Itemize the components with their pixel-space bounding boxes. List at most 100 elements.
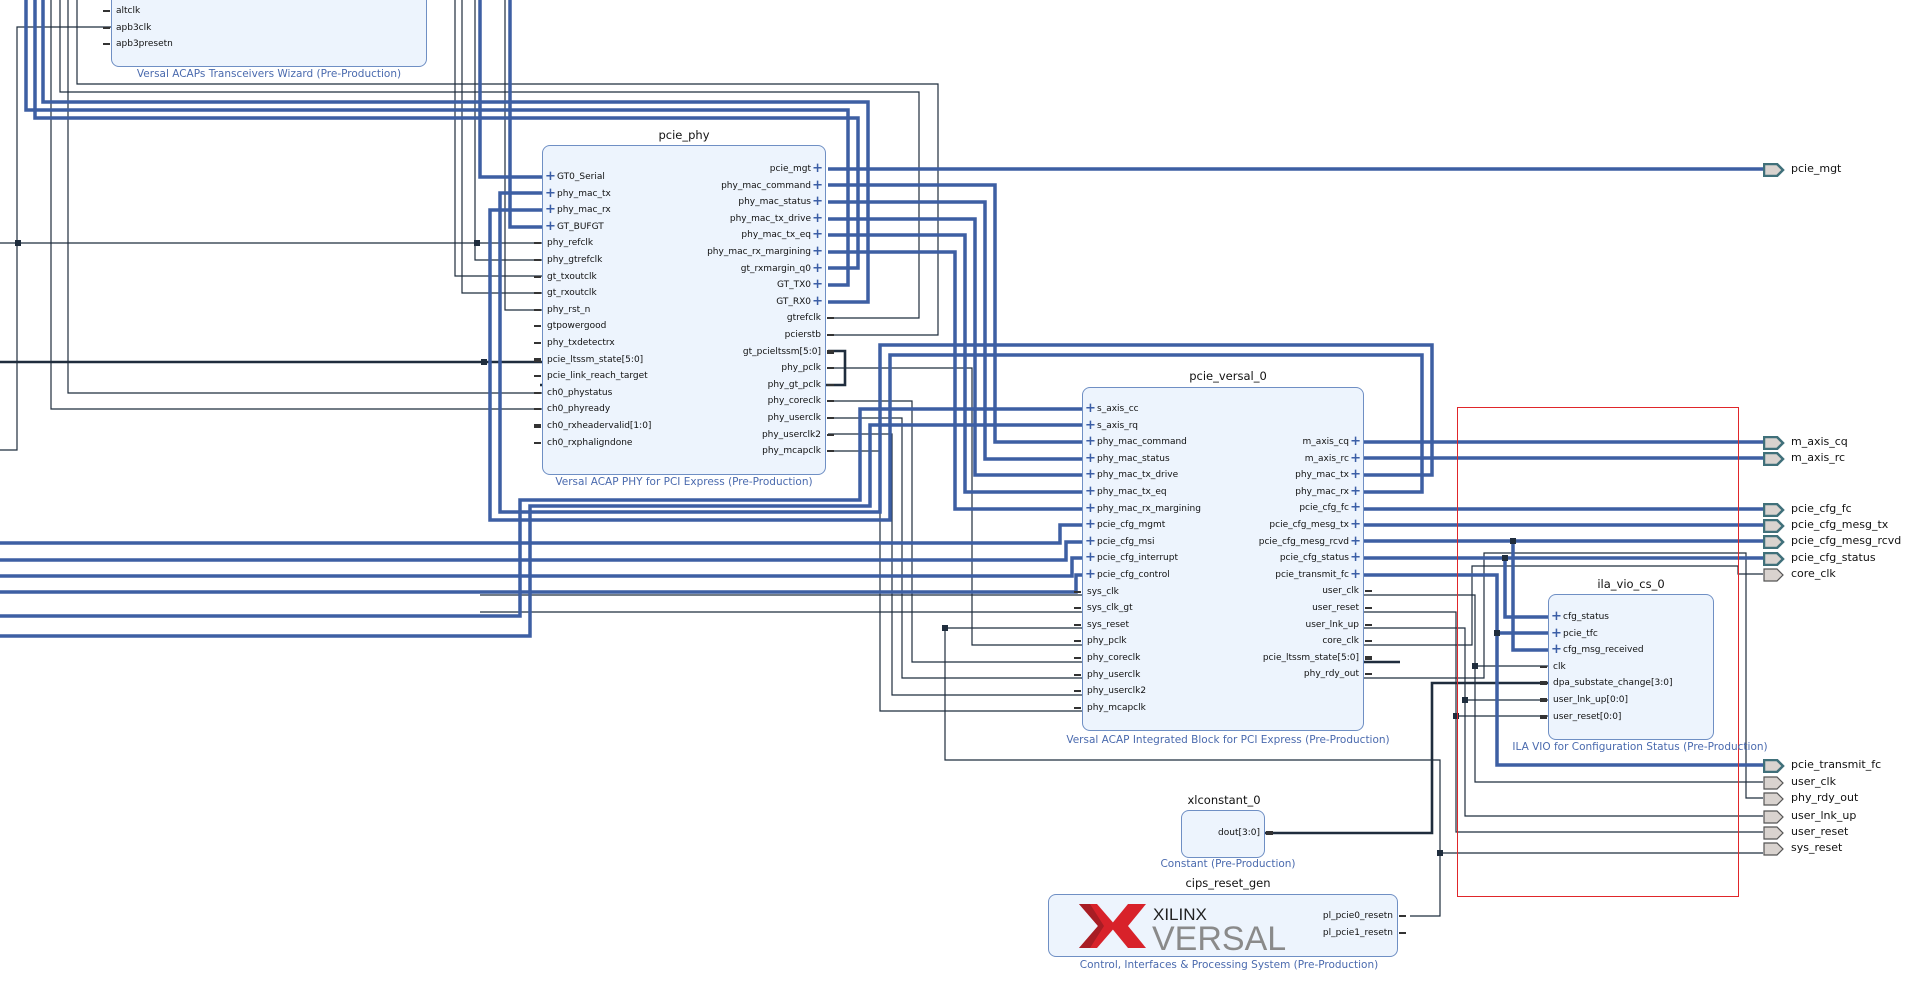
port-phy-pclk[interactable]: phy_pclk — [781, 363, 821, 374]
port-user-clk[interactable]: user_clk — [1322, 586, 1359, 597]
bus-interface-plus-icon[interactable]: + — [1085, 417, 1096, 433]
port-pcie-transmit-fc[interactable]: pcie_transmit_fc — [1275, 569, 1349, 580]
bus-wire[interactable] — [41, 0, 870, 304]
bus-interface-plus-icon[interactable]: + — [1085, 550, 1096, 566]
bus-wire[interactable] — [1511, 541, 1548, 652]
bus-wire[interactable] — [24, 0, 850, 287]
port-phy-mac-rx-margining[interactable]: phy_mac_rx_margining — [707, 247, 811, 257]
bus-interface-plus-icon[interactable]: + — [1085, 533, 1096, 549]
port-ch0-rxphaligndone[interactable]: ch0_rxphaligndone — [547, 437, 633, 448]
net-wire[interactable] — [828, 400, 1082, 663]
port-phy-mac-tx-drive[interactable]: phy_mac_tx_drive — [1097, 470, 1179, 481]
port-ch0-phystatus[interactable]: ch0_phystatus — [547, 387, 613, 398]
port-gt-pcieltssm-5-0-[interactable]: gt_pcieltssm[5:0] — [742, 346, 821, 357]
bus-wire[interactable] — [828, 217, 1082, 477]
port-ch0-phyready[interactable]: ch0_phyready — [547, 404, 611, 415]
port-pcie-cfg-control[interactable]: pcie_cfg_control — [1097, 570, 1170, 580]
port-gt-rxoutclk[interactable]: gt_rxoutclk — [547, 288, 597, 299]
bus-interface-plus-icon[interactable]: + — [545, 185, 556, 201]
net-wire[interactable] — [828, 367, 1082, 646]
external-port-phy-rdy-out[interactable] — [1763, 791, 1785, 806]
port-user-lnk-up[interactable]: user_lnk_up — [1305, 619, 1359, 630]
bus-interface-plus-icon[interactable]: + — [812, 177, 823, 193]
bus-interface-plus-icon[interactable]: + — [1551, 609, 1562, 624]
bus-wire[interactable] — [828, 233, 1082, 494]
bus-interface-plus-icon[interactable]: + — [1350, 467, 1361, 483]
bus-interface-plus-icon[interactable]: + — [812, 161, 823, 176]
net-wire[interactable] — [1364, 565, 1763, 646]
port-pcierstb[interactable]: pcierstb — [784, 330, 821, 340]
port-s-axis-rq[interactable]: s_axis_rq — [1097, 420, 1138, 431]
bus-interface-plus-icon[interactable]: + — [1085, 517, 1096, 533]
port-gtpowergood[interactable]: gtpowergood — [547, 321, 607, 332]
port-phy-mac-rx[interactable]: phy_mac_rx — [557, 205, 611, 216]
net-wire[interactable] — [1364, 552, 1763, 799]
port-pcie-link-reach-target[interactable]: pcie_link_reach_target — [547, 371, 648, 382]
port-pl-pcie1-resetn[interactable]: pl_pcie1_resetn — [1322, 927, 1393, 938]
bus-wire[interactable] — [488, 208, 1424, 522]
port-pcie-cfg-mesg-tx[interactable]: pcie_cfg_mesg_tx — [1269, 520, 1349, 530]
port-s-axis-cc[interactable]: s_axis_cc — [1097, 404, 1139, 414]
external-port-pcie-mgt[interactable] — [1762, 162, 1785, 178]
net-wire[interactable] — [461, 0, 542, 294]
net-wire[interactable] — [67, 0, 542, 394]
bus-wire[interactable] — [0, 540, 1082, 562]
net-wire[interactable] — [944, 627, 1441, 917]
bus-interface-plus-icon[interactable]: + — [812, 210, 823, 226]
block-ila-vio[interactable] — [1548, 594, 1714, 740]
port-sys-clk[interactable]: sys_clk — [1087, 586, 1119, 597]
port-gtrefclk[interactable]: gtrefclk — [786, 313, 821, 324]
bus-interface-plus-icon[interactable]: + — [1085, 500, 1096, 516]
bus-interface-plus-icon[interactable]: + — [545, 218, 556, 234]
port-ch0-rxheadervalid-1-0-[interactable]: ch0_rxheadervalid[1:0] — [547, 421, 652, 431]
bus-interface-plus-icon[interactable]: + — [1350, 500, 1361, 516]
port-sys-clk-gt[interactable]: sys_clk_gt — [1087, 603, 1133, 614]
port-phy-userclk2[interactable]: phy_userclk2 — [761, 429, 821, 440]
port-phy-gt-pclk[interactable]: phy_gt_pclk — [767, 379, 821, 390]
external-port-pcie-transmit-fc[interactable] — [1762, 758, 1785, 774]
port-gt-txoutclk[interactable]: gt_txoutclk — [547, 271, 597, 282]
port-m-axis-rc[interactable]: m_axis_rc — [1304, 453, 1349, 464]
bus-interface-plus-icon[interactable]: + — [1085, 450, 1096, 466]
port-gt0-serial[interactable]: GT0_Serial — [557, 172, 605, 182]
bus-interface-plus-icon[interactable]: + — [812, 244, 823, 259]
port-phy-mac-status[interactable]: phy_mac_status — [738, 197, 811, 208]
port-phy-mac-tx[interactable]: phy_mac_tx — [557, 188, 611, 199]
port-dout-3-0-[interactable]: dout[3:0] — [1218, 828, 1260, 838]
port-phy-mac-command[interactable]: phy_mac_command — [1097, 437, 1187, 448]
port-user-reset[interactable]: user_reset — [1312, 603, 1359, 613]
bus-interface-plus-icon[interactable]: + — [812, 277, 823, 293]
port-phy-rst-n[interactable]: phy_rst_n — [547, 304, 591, 315]
net-wire[interactable] — [0, 26, 111, 451]
port-phy-refclk[interactable]: phy_refclk — [547, 238, 594, 249]
port-sys-reset[interactable]: sys_reset — [1087, 619, 1129, 630]
port-gt-bufgt[interactable]: GT_BUFGT — [557, 221, 604, 232]
port-gt-rx0[interactable]: GT_RX0 — [776, 296, 811, 307]
port-pcie-cfg-mgmt[interactable]: pcie_cfg_mgmt — [1097, 520, 1166, 531]
bus-interface-plus-icon[interactable]: + — [1551, 642, 1562, 658]
port-phy-mcapclk[interactable]: phy_mcapclk — [762, 446, 821, 457]
bus-interface-plus-icon[interactable]: + — [545, 169, 556, 184]
net-wire[interactable] — [828, 450, 1082, 712]
port-apb3clk[interactable]: apb3clk — [116, 22, 152, 33]
bus-interface-plus-icon[interactable]: + — [812, 293, 823, 309]
port-cfg-status[interactable]: cfg_status — [1563, 612, 1609, 622]
bus-interface-plus-icon[interactable]: + — [1085, 467, 1096, 483]
port-apb3presetn[interactable]: apb3presetn — [116, 39, 173, 50]
bus-interface-plus-icon[interactable]: + — [1085, 401, 1096, 416]
bus-wire[interactable] — [0, 407, 1082, 618]
external-port-user-clk[interactable] — [1763, 775, 1785, 790]
bus-wire[interactable] — [478, 0, 542, 179]
net-wire[interactable] — [1364, 611, 1763, 833]
port-core-clk[interactable]: core_clk — [1322, 636, 1359, 647]
port-clk[interactable]: clk — [1553, 661, 1566, 672]
bus-interface-plus-icon[interactable]: + — [1350, 517, 1361, 532]
bus-wire[interactable] — [0, 423, 1082, 638]
bus-wire[interactable] — [508, 0, 542, 229]
external-port-pcie-cfg-mesg-tx[interactable] — [1762, 518, 1785, 534]
external-port-user-lnk-up[interactable] — [1763, 809, 1785, 824]
port-phy-mcapclk[interactable]: phy_mcapclk — [1087, 702, 1146, 713]
bus-wire[interactable] — [0, 556, 1082, 578]
port-phy-mac-tx-eq[interactable]: phy_mac_tx_eq — [741, 230, 811, 241]
